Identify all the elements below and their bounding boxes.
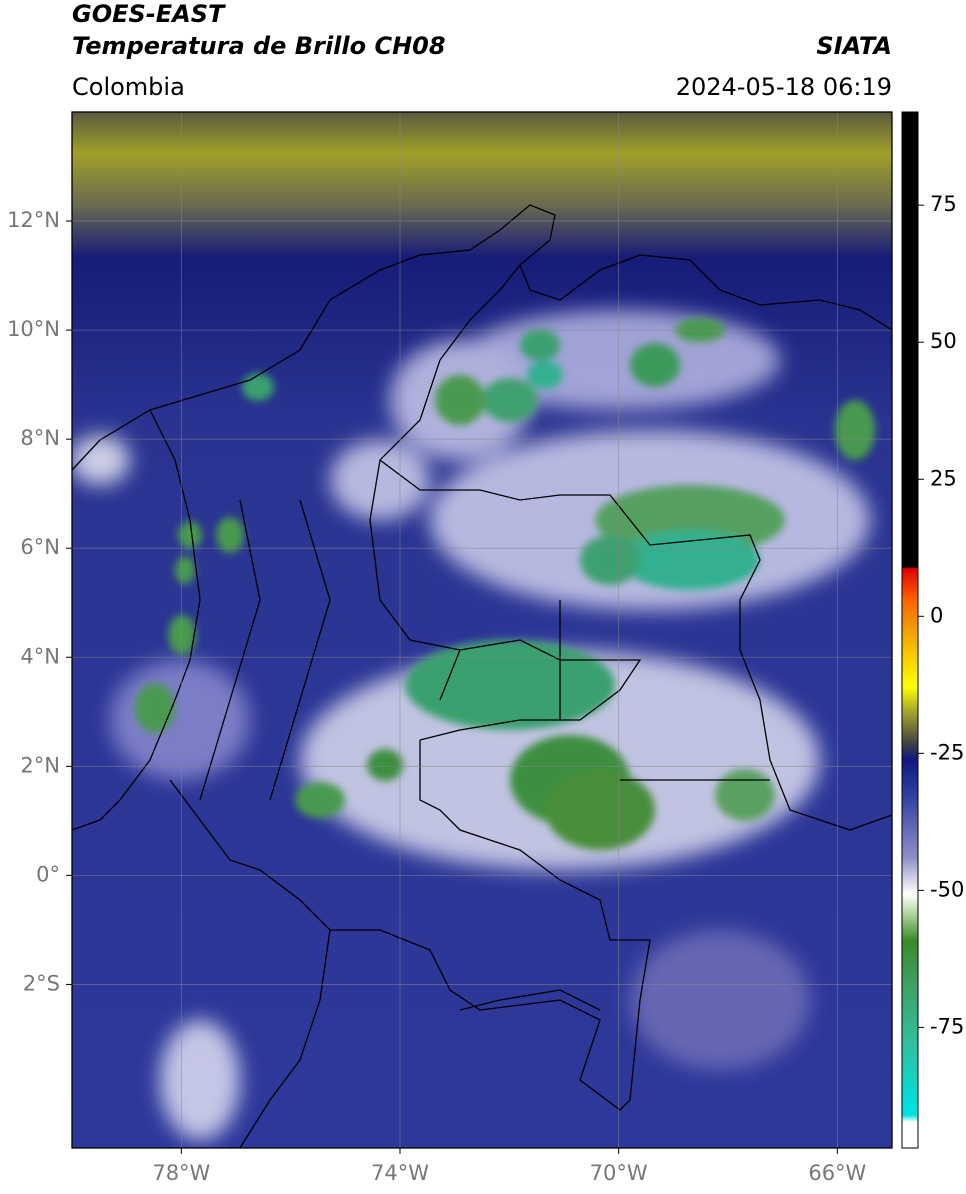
map-frame bbox=[71, 111, 893, 1149]
y-tick-label: 10°N bbox=[7, 317, 60, 341]
title: GOES-EAST bbox=[72, 0, 226, 28]
y-tick-label: 2°S bbox=[23, 971, 60, 995]
y-tick-label: 2°N bbox=[20, 753, 60, 777]
colorbar-tick-label: 0 bbox=[930, 603, 943, 627]
y-tick-label: 4°N bbox=[20, 644, 60, 668]
subtitle: Temperatura de Brillo CH08 bbox=[72, 32, 446, 60]
satellite-image bbox=[72, 112, 892, 1148]
source: SIATA bbox=[816, 32, 892, 60]
x-tick-label: 78°W bbox=[152, 1161, 210, 1185]
borders bbox=[72, 204, 892, 1148]
grid bbox=[72, 112, 892, 1148]
x-tick-label: 74°W bbox=[371, 1161, 429, 1185]
region: Colombia bbox=[72, 73, 185, 101]
y-tick-label: 8°N bbox=[20, 426, 60, 450]
colorbar-tick-label: 50 bbox=[930, 329, 957, 353]
colorbar-tick-label: -75 bbox=[930, 1014, 964, 1038]
colorbar-tick-label: -25 bbox=[930, 740, 964, 764]
y-tick-label: 6°N bbox=[20, 535, 60, 559]
y-tick-label: 12°N bbox=[7, 208, 60, 232]
colorbar-tick-label: 75 bbox=[930, 192, 957, 216]
x-tick-label: 66°W bbox=[808, 1161, 866, 1185]
x-tick-label: 70°W bbox=[590, 1161, 648, 1185]
datetime: 2024-05-18 06:19 bbox=[676, 73, 892, 101]
y-tick-label: 0° bbox=[36, 862, 60, 886]
colorbar-tick-label: 25 bbox=[930, 466, 957, 490]
colorbar bbox=[901, 111, 919, 1149]
colorbar-tick-label: -50 bbox=[930, 877, 964, 901]
